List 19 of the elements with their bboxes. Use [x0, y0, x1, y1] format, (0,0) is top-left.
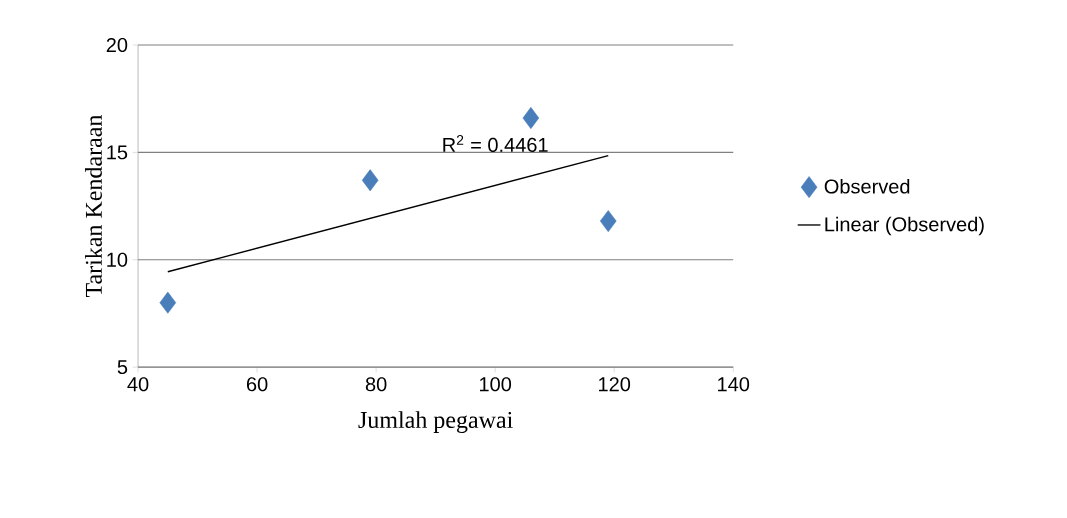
point	[159, 291, 177, 314]
y-tick-label: 15	[107, 145, 128, 160]
x-tick-label: 40	[127, 377, 149, 392]
x-tick-label: 140	[718, 377, 750, 392]
y-axis-title: Tarikan Kendaraan	[85, 114, 102, 298]
x-tick-label: 120	[599, 377, 631, 392]
annotation: R$^{2}$ = 0.4461	[443, 135, 548, 152]
point	[599, 210, 617, 232]
legend-label: Observed	[824, 178, 910, 194]
point	[522, 107, 540, 129]
x-tick-label: 60	[246, 377, 268, 392]
legend-label: Linear (Observed)	[825, 216, 984, 236]
x-tick-label: 80	[365, 377, 387, 392]
point	[361, 169, 379, 192]
y-tick-label: 5	[117, 360, 128, 374]
x-tick-label: 100	[480, 377, 512, 392]
x-axis-title: Jumlah pegawai	[358, 411, 513, 433]
y-tick-label: 20	[106, 37, 128, 53]
y-tick-label: 10	[107, 252, 128, 267]
